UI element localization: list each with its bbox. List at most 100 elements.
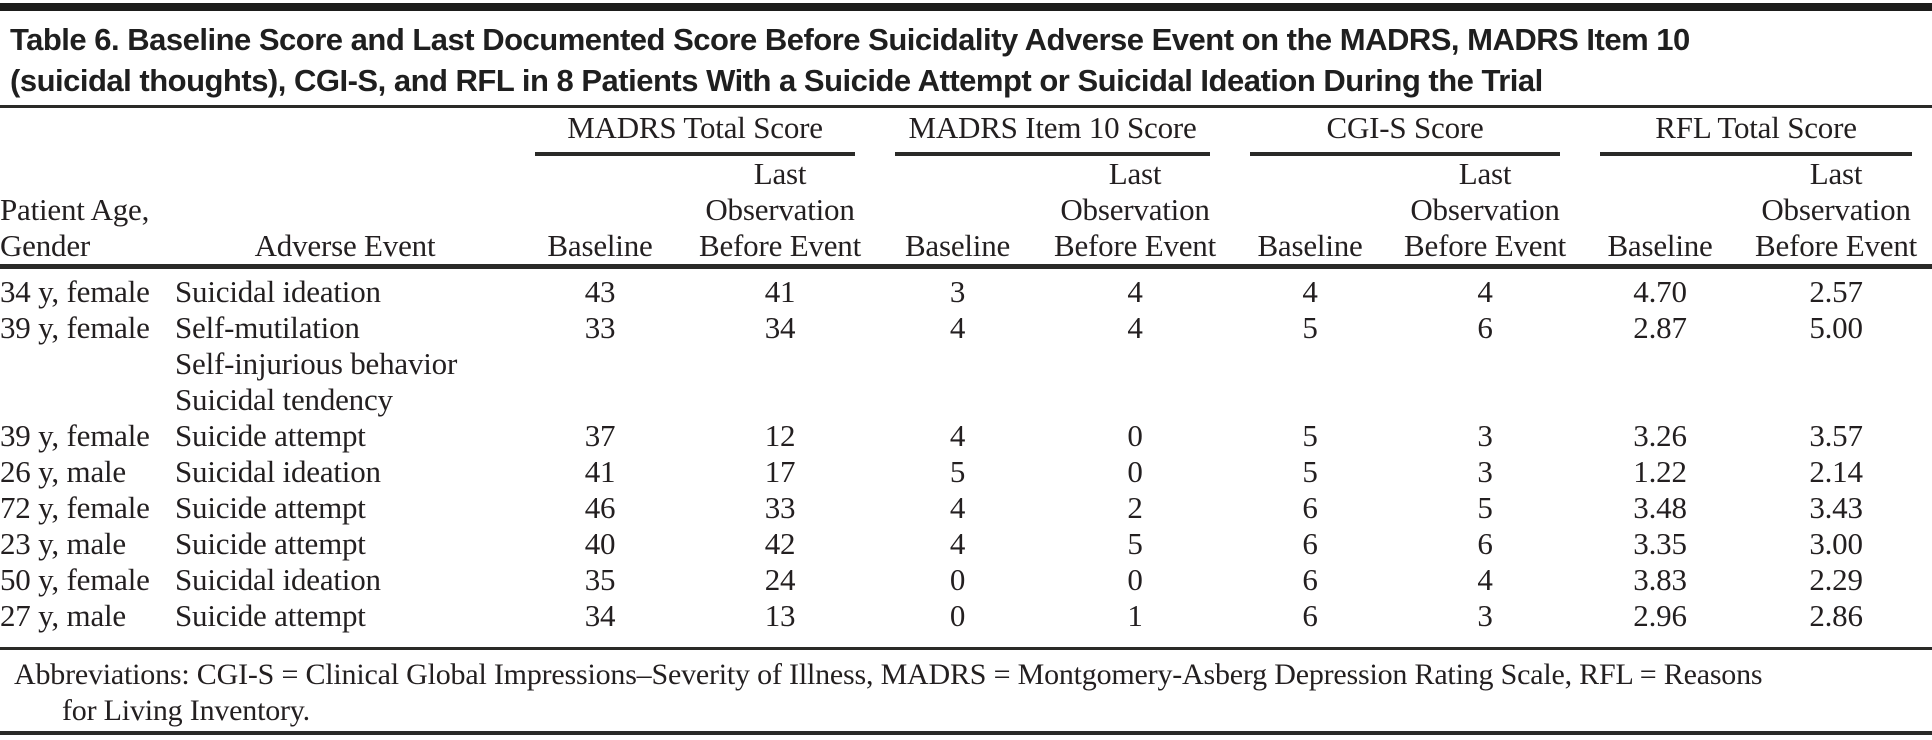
madrs-total-baseline-cell: 35 — [584, 562, 616, 597]
patient-row: 50 y, female Suicidal ideation 35 24 0 0 6 4 3.8… — [0, 562, 1932, 598]
madrs-total-last-observation-cell: 13 — [764, 598, 796, 633]
patient-row: 72 y, female Suicide attempt 46 33 4 2 6 5 3.48 3… — [0, 490, 1932, 526]
madrs-item10-baseline-cell: 0 — [949, 598, 966, 633]
title-divider-rule — [0, 105, 1932, 108]
adverse-event-cell: Suicide attempt — [175, 490, 366, 525]
madrs-item10-baseline-cell: 4 — [949, 490, 966, 525]
rfl-last-observation-cell: 3.43 — [1809, 490, 1863, 525]
group-header-madrs-item10: MADRS Item 10 Score — [875, 108, 1230, 156]
column-header-rfl-last-observation: Last Observation Before Event — [1740, 156, 1932, 269]
patient-cell: 27 y, male — [0, 598, 126, 633]
patient-row: 26 y, male Suicidal ideation 41 17 5 0 5 3 1.22 2… — [0, 454, 1932, 490]
rfl-baseline-cell: 3.35 — [1633, 526, 1687, 561]
adverse-event-cell: Suicide attempt — [175, 418, 366, 453]
rfl-baseline-cell: 2.87 — [1633, 310, 1687, 345]
column-header-cgi-s-last-observation: Last Observation Before Event — [1390, 156, 1581, 269]
sub-column-header-row: Patient Age, Gender Adverse Event Baseli… — [0, 156, 1932, 269]
patient-row: 39 y, female Suicide attempt 37 12 4 0 5 3 3.26 3… — [0, 418, 1932, 454]
rfl-baseline-cell: 1.22 — [1633, 454, 1687, 489]
column-header-adverse-event: Adverse Event — [175, 156, 515, 269]
cgi-s-baseline-cell: 5 — [1302, 454, 1318, 489]
cgi-s-last-observation-cell: 3 — [1477, 598, 1493, 633]
adverse-event-cell: Suicidal ideation — [175, 562, 381, 597]
table-body: 34 y, female Suicidal ideation 43 41 3 4 4 4 4.7… — [0, 267, 1932, 635]
patient-cell: 72 y, female — [0, 490, 150, 525]
madrs-total-baseline-cell: 46 — [584, 490, 616, 525]
patient-cell: 39 y, female — [0, 310, 150, 345]
group-header-madrs-total: MADRS Total Score — [515, 108, 875, 156]
group-header-rfl: RFL Total Score — [1580, 108, 1932, 156]
group-header-madrs-item10-label: MADRS Item 10 Score — [895, 108, 1211, 156]
madrs-total-last-observation-cell: 42 — [764, 526, 796, 561]
patient-row: 23 y, male Suicide attempt 40 42 4 5 6 6 3.35 3.0… — [0, 526, 1932, 562]
madrs-item10-baseline-cell: 0 — [949, 562, 966, 597]
rfl-baseline-cell: 3.48 — [1633, 490, 1687, 525]
cgi-s-last-observation-cell: 6 — [1477, 526, 1493, 561]
madrs-item10-last-observation-cell: 2 — [1127, 490, 1143, 525]
group-header-madrs-total-label: MADRS Total Score — [535, 108, 856, 156]
patient-cell: 39 y, female — [0, 418, 150, 453]
score-group-header-row: MADRS Total Score MADRS Item 10 Score CG… — [0, 108, 1932, 156]
madrs-total-last-observation-cell: 17 — [764, 454, 796, 489]
madrs-item10-last-observation-cell: 4 — [1127, 310, 1143, 345]
cgi-s-baseline-cell: 6 — [1302, 598, 1318, 633]
madrs-item10-last-observation-cell: 4 — [1127, 274, 1143, 309]
madrs-total-last-observation-cell: 34 — [764, 310, 796, 345]
rfl-baseline-cell: 2.96 — [1633, 598, 1687, 633]
rfl-last-observation-cell: 2.57 — [1809, 274, 1863, 309]
rfl-baseline-cell: 4.70 — [1633, 274, 1687, 309]
header-spacer — [0, 108, 515, 156]
column-header-madrs-item10-baseline: Baseline — [875, 156, 1041, 269]
adverse-event-cell: Suicidal ideation — [175, 274, 381, 309]
madrs-total-baseline-cell: 34 — [584, 598, 616, 633]
cgi-s-baseline-cell: 5 — [1302, 418, 1318, 453]
madrs-item10-baseline-cell: 4 — [949, 310, 966, 345]
patient-row: 39 y, female Self-mutilation Self-injurio… — [0, 310, 1932, 418]
madrs-item10-baseline-cell: 3 — [949, 274, 966, 309]
madrs-item10-baseline-cell: 5 — [949, 454, 966, 489]
abbreviations-footnote: Abbreviations: CGI-S = Clinical Global I… — [14, 658, 1763, 727]
madrs-total-baseline-cell: 43 — [584, 274, 616, 309]
adverse-event-cell: Suicide attempt — [175, 598, 366, 633]
top-border-bar — [0, 3, 1932, 11]
group-header-cgi-s: CGI-S Score — [1230, 108, 1580, 156]
rfl-last-observation-cell: 3.57 — [1809, 418, 1863, 453]
madrs-total-last-observation-cell: 24 — [764, 562, 796, 597]
column-header-madrs-total-baseline: Baseline — [515, 156, 685, 269]
patient-cell: 34 y, female — [0, 274, 150, 309]
madrs-total-baseline-cell: 37 — [584, 418, 616, 453]
cgi-s-baseline-cell: 4 — [1302, 274, 1318, 309]
rfl-baseline-cell: 3.26 — [1633, 418, 1687, 453]
madrs-total-last-observation-cell: 12 — [764, 418, 796, 453]
patient-cell: 26 y, male — [0, 454, 126, 489]
adverse-event-cell: Self-mutilation Self-injurious behavior … — [175, 310, 458, 417]
cgi-s-baseline-cell: 6 — [1302, 526, 1318, 561]
bottom-border-rule — [0, 731, 1932, 735]
table-title: Table 6. Baseline Score and Last Documen… — [10, 22, 1690, 98]
cgi-s-baseline-cell: 5 — [1302, 310, 1318, 345]
madrs-item10-last-observation-cell: 0 — [1127, 454, 1143, 489]
patient-row: 27 y, male Suicide attempt 34 13 0 1 6 3 2.96 2.8… — [0, 598, 1932, 634]
footnote-divider-rule — [0, 647, 1932, 650]
madrs-total-last-observation-cell: 33 — [764, 490, 796, 525]
madrs-item10-baseline-cell: 4 — [949, 418, 966, 453]
group-header-rfl-label: RFL Total Score — [1600, 108, 1913, 156]
cgi-s-last-observation-cell: 3 — [1477, 418, 1493, 453]
table-header: MADRS Total Score MADRS Item 10 Score CG… — [0, 108, 1932, 269]
rfl-baseline-cell: 3.83 — [1633, 562, 1687, 597]
column-header-rfl-baseline: Baseline — [1580, 156, 1741, 269]
patient-cell: 23 y, male — [0, 526, 126, 561]
journal-table-page: Table 6. Baseline Score and Last Documen… — [0, 3, 1932, 740]
cgi-s-last-observation-cell: 6 — [1477, 310, 1493, 345]
patient-row: 34 y, female Suicidal ideation 43 41 3 4 4 4 4.7… — [0, 267, 1932, 311]
rfl-last-observation-cell: 2.29 — [1809, 562, 1863, 597]
patient-cell: 50 y, female — [0, 562, 150, 597]
rfl-last-observation-cell: 2.86 — [1809, 598, 1863, 633]
madrs-item10-baseline-cell: 4 — [949, 526, 966, 561]
cgi-s-last-observation-cell: 3 — [1477, 454, 1493, 489]
madrs-total-baseline-cell: 33 — [584, 310, 616, 345]
rfl-last-observation-cell: 5.00 — [1809, 310, 1863, 345]
column-header-madrs-item10-last-observation: Last Observation Before Event — [1040, 156, 1231, 269]
cgi-s-last-observation-cell: 4 — [1477, 562, 1493, 597]
rfl-last-observation-cell: 3.00 — [1809, 526, 1863, 561]
